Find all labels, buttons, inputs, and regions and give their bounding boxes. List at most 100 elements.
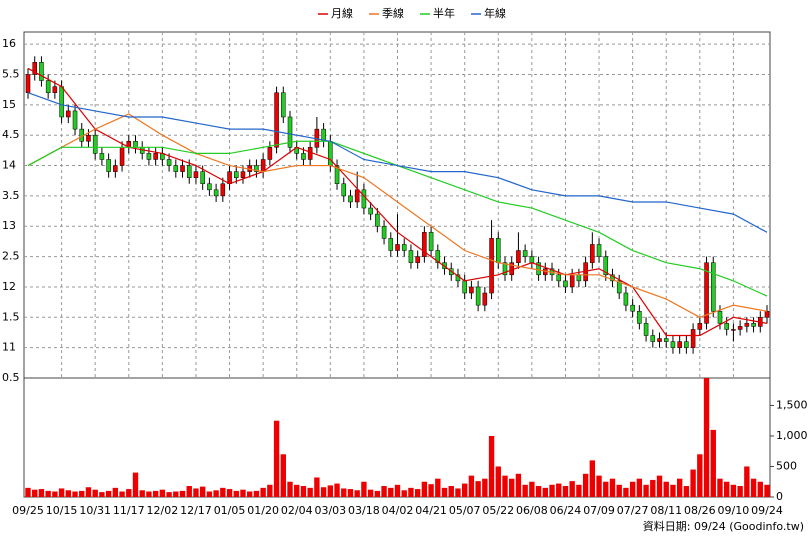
candle-body xyxy=(576,274,582,282)
volume-bar xyxy=(629,481,636,497)
candle-body xyxy=(354,189,360,203)
volume-bar xyxy=(448,486,454,497)
volume-bar xyxy=(495,466,501,497)
volume-bar xyxy=(724,481,730,497)
volume-bar xyxy=(307,487,313,497)
candle-body xyxy=(435,250,441,263)
candle-body xyxy=(428,232,434,251)
source-note: 資料日期: 09/24 (Goodinfo.tw) xyxy=(643,519,804,533)
volume-bar xyxy=(287,481,293,497)
candle-body xyxy=(737,326,743,330)
volume-bar xyxy=(179,490,186,497)
candle-body xyxy=(630,304,635,312)
candle-body xyxy=(39,62,44,81)
volume-bar xyxy=(327,485,334,497)
volume-bar xyxy=(757,481,763,497)
candle-body xyxy=(610,274,615,282)
y2-tick-label: 500 xyxy=(776,459,797,472)
candle-body xyxy=(113,165,118,172)
y-tick-label: 16 xyxy=(2,37,16,50)
x-tick-label: 05/22 xyxy=(482,504,514,517)
candle-body xyxy=(200,171,205,185)
candle-body xyxy=(119,147,125,166)
volume-bar xyxy=(461,483,468,497)
candle-body xyxy=(563,280,568,288)
volume-bar xyxy=(45,490,51,497)
y-tick-label: 0.5 xyxy=(2,371,20,384)
volume-bar xyxy=(273,420,280,497)
volume-bar xyxy=(367,489,374,497)
candle-body xyxy=(207,183,212,191)
x-tick-label: 03/18 xyxy=(348,504,380,517)
candle-body xyxy=(287,116,293,148)
volume-bar xyxy=(750,478,757,497)
candle-body xyxy=(92,134,98,154)
volume-bar xyxy=(603,481,609,497)
volume-bar xyxy=(247,491,253,497)
moving-average-line xyxy=(27,113,768,318)
candle-body xyxy=(616,280,622,294)
volume-bar xyxy=(112,487,119,497)
volume-bar xyxy=(213,490,219,497)
candle-body xyxy=(684,341,689,348)
volume-bar xyxy=(549,484,555,497)
y-tick-label: 4.5 xyxy=(2,128,20,141)
candle-body xyxy=(516,250,521,263)
candle-body xyxy=(637,310,642,324)
volume-bar xyxy=(636,478,643,497)
candle-body xyxy=(328,141,333,166)
candle-body xyxy=(267,147,273,160)
candle-body xyxy=(180,165,185,172)
candle-body xyxy=(254,165,259,172)
candle-body xyxy=(670,341,676,348)
x-tick-label: 04/02 xyxy=(382,504,414,517)
volume-bar xyxy=(72,491,78,497)
volume-bar xyxy=(58,488,65,497)
candle-body xyxy=(415,256,420,263)
candle-body xyxy=(260,159,266,172)
candle-body xyxy=(32,62,37,75)
volume-bar xyxy=(341,488,347,497)
volume-bar xyxy=(663,481,669,497)
volume-bar xyxy=(354,490,360,497)
x-tick-label: 09/10 xyxy=(718,504,750,517)
candle-body xyxy=(462,280,467,294)
volume-bar xyxy=(569,481,575,497)
volume-bar xyxy=(152,490,159,497)
candle-body xyxy=(133,141,138,148)
x-tick-label: 08/11 xyxy=(650,504,682,517)
candle-body xyxy=(710,262,716,312)
candle-body xyxy=(475,286,481,306)
volume-bar xyxy=(535,486,542,497)
candle-body xyxy=(66,110,71,118)
volume-bar xyxy=(589,460,596,497)
volume-bar xyxy=(240,489,246,497)
y2-tick-label: 0 xyxy=(776,490,783,503)
candle-body xyxy=(482,292,488,306)
candle-body xyxy=(764,310,770,318)
y-tick-label: 15 xyxy=(2,98,16,111)
x-tick-label: 11/17 xyxy=(113,504,145,517)
legend: 月線 季線 半年 年線 xyxy=(318,6,506,20)
volume-bar xyxy=(334,483,340,497)
volume-bar xyxy=(455,488,461,497)
candle-body xyxy=(496,238,501,263)
volume-bar xyxy=(609,478,616,497)
y2-tick-label: 1,500 xyxy=(776,398,808,411)
volume-bar xyxy=(253,490,260,497)
legend-label: 年線 xyxy=(484,6,506,20)
x-tick-label: 12/17 xyxy=(180,504,212,517)
candle-body xyxy=(106,159,111,172)
y-tick-label: 13 xyxy=(2,219,16,232)
candle-body xyxy=(502,262,508,276)
volume-bar xyxy=(475,481,481,497)
legend-label: 季線 xyxy=(382,6,404,20)
candle-body xyxy=(556,274,562,282)
candle-body xyxy=(59,86,64,118)
y-tick-label: 3.5 xyxy=(2,189,20,202)
candle-body xyxy=(408,250,414,263)
candle-body xyxy=(596,244,602,257)
volume-bar xyxy=(92,489,98,497)
volume-bar xyxy=(374,490,381,497)
volume-bar xyxy=(468,475,475,497)
